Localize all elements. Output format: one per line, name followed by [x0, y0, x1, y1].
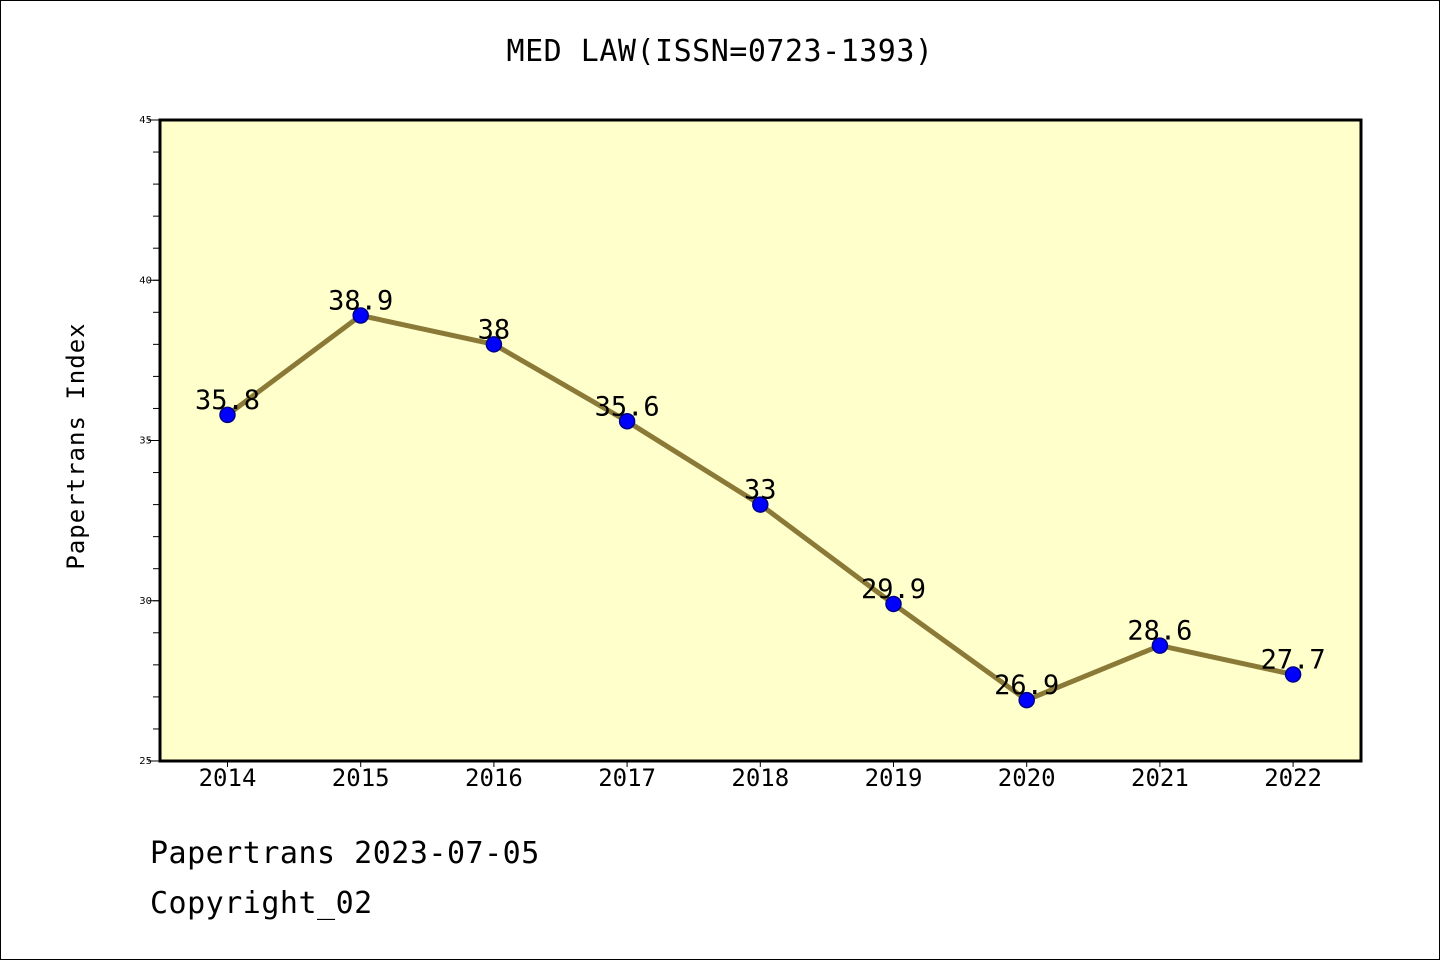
x-tick-label: 2021: [1131, 764, 1189, 792]
x-tick-label: 2022: [1264, 764, 1322, 792]
plot-frame: [158, 118, 1363, 763]
x-tick-label: 2016: [465, 764, 523, 792]
data-label: 27.7: [1261, 644, 1326, 675]
x-tick-label: 2017: [598, 764, 656, 792]
data-label: 26.9: [994, 670, 1059, 701]
x-tick-label: 2015: [332, 764, 390, 792]
y-tick-label: 35: [139, 436, 152, 447]
data-point: [885, 595, 902, 613]
data-point: [752, 496, 769, 513]
data-label: 35.8: [195, 385, 260, 416]
footer-copyright-text: Copyright_02: [150, 886, 373, 921]
data-point: [1018, 691, 1035, 709]
x-tick-label: 2019: [865, 764, 923, 792]
chart-title: MED LAW(ISSN=0723-1393): [506, 34, 934, 69]
data-label: 33: [744, 475, 777, 506]
data-point: [1284, 666, 1302, 683]
data-point: [219, 406, 236, 424]
y-tick-label: 30: [139, 596, 152, 607]
x-tick-label: 2014: [199, 764, 257, 792]
data-label: 28.6: [1127, 616, 1192, 647]
data-point: [1151, 637, 1169, 654]
x-tick-label: 2020: [998, 764, 1056, 792]
y-tick-label: 25: [139, 756, 152, 767]
footer-date-text: Papertrans 2023-07-05: [150, 836, 540, 871]
data-label: 38.9: [328, 286, 393, 317]
data-point: [485, 336, 503, 353]
data-point: [618, 413, 636, 430]
y-tick-label: 45: [139, 115, 152, 126]
x-tick-label: 2018: [731, 764, 789, 792]
data-label: 29.9: [861, 574, 926, 605]
data-point: [352, 307, 369, 324]
plot-area: [160, 120, 1361, 761]
data-label: 38: [478, 314, 511, 345]
data-label: 35.6: [595, 391, 660, 422]
y-tick-label: 40: [139, 275, 152, 286]
